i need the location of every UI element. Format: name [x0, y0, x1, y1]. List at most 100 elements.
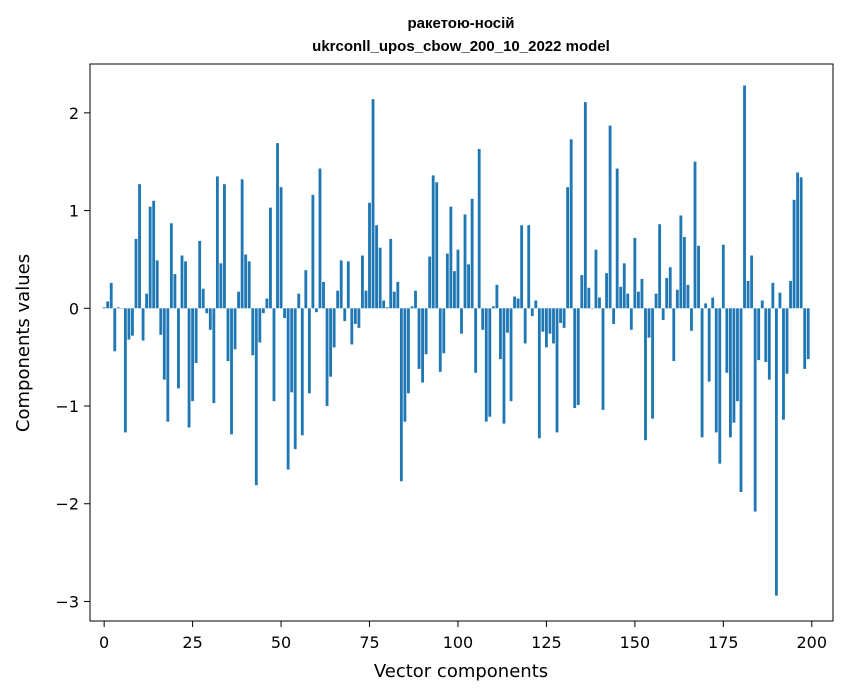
y-axis-label: Components values — [13, 254, 34, 432]
x-tick-label: 75 — [359, 633, 379, 652]
bar — [389, 238, 393, 309]
bar — [421, 308, 424, 383]
bar — [392, 291, 396, 309]
bar — [750, 255, 754, 309]
bar — [109, 282, 113, 309]
y-tick-label: 0 — [69, 299, 79, 318]
y-tick-label: 2 — [69, 104, 79, 123]
bar — [184, 261, 187, 309]
bar — [806, 308, 810, 360]
bar — [290, 308, 294, 393]
y-tick-label: −1 — [55, 397, 79, 416]
bar — [629, 308, 633, 330]
bar — [764, 308, 768, 363]
bar — [785, 308, 789, 374]
bar — [633, 237, 637, 309]
bar — [491, 306, 495, 309]
bar — [205, 308, 209, 314]
chart-title-line-1: ракетою-носій — [407, 15, 514, 32]
bar — [138, 184, 141, 309]
bar — [792, 199, 796, 309]
bar — [304, 270, 308, 309]
bar — [711, 297, 715, 309]
bar — [714, 308, 718, 433]
y-tick-label: −2 — [55, 495, 79, 514]
bar — [368, 202, 371, 309]
bar — [803, 308, 807, 369]
bar — [407, 308, 410, 394]
bar — [594, 249, 598, 309]
bar — [530, 308, 534, 317]
bar — [789, 280, 792, 309]
bar — [477, 149, 481, 309]
bar — [258, 308, 262, 343]
bar — [488, 308, 492, 417]
bar — [191, 308, 195, 402]
bar — [223, 184, 226, 309]
bar — [145, 293, 149, 309]
bar — [619, 286, 623, 309]
bar — [548, 308, 552, 334]
bar — [474, 308, 478, 373]
bar — [552, 308, 555, 344]
bar — [276, 143, 279, 309]
bar — [467, 264, 470, 309]
bar — [615, 168, 619, 309]
x-tick-label: 25 — [182, 633, 202, 652]
bar — [403, 308, 407, 422]
bar — [771, 282, 775, 309]
x-axis-label: Vector components — [374, 661, 548, 682]
bar — [177, 308, 180, 389]
bar — [644, 308, 647, 441]
bar — [626, 293, 630, 309]
bar — [520, 225, 524, 309]
bar — [414, 290, 417, 309]
bar — [682, 236, 686, 309]
bar — [382, 300, 386, 309]
bar — [329, 308, 333, 377]
bar — [152, 200, 156, 309]
bar — [541, 308, 545, 332]
bar — [506, 308, 509, 333]
bar — [721, 244, 725, 309]
bar — [361, 255, 364, 309]
bar — [201, 288, 205, 309]
bar — [212, 308, 216, 404]
bar — [658, 224, 662, 309]
bar — [732, 308, 736, 423]
bar — [208, 308, 212, 330]
bar — [307, 308, 311, 394]
x-tick-label: 50 — [271, 633, 291, 652]
bar — [693, 161, 697, 309]
bar — [297, 293, 301, 309]
bar — [672, 308, 676, 362]
bar — [484, 308, 488, 422]
bar — [718, 308, 722, 464]
bar — [601, 308, 605, 410]
bar — [350, 308, 354, 345]
bar — [226, 308, 230, 362]
bar — [665, 278, 669, 309]
bar — [608, 125, 612, 309]
bar — [148, 206, 152, 309]
bar — [799, 177, 803, 309]
bar — [463, 214, 467, 309]
bar — [470, 198, 474, 309]
bar — [545, 308, 548, 348]
bar — [562, 308, 566, 328]
bar — [396, 281, 400, 309]
bar — [237, 291, 241, 309]
bar — [198, 240, 202, 309]
bar — [332, 308, 336, 348]
bar — [442, 308, 446, 354]
bar — [399, 308, 403, 482]
bar — [513, 296, 516, 309]
bar — [566, 187, 570, 309]
bar — [647, 308, 651, 338]
bar — [516, 298, 520, 309]
bar — [576, 308, 580, 406]
bar — [378, 247, 382, 309]
bar — [527, 225, 531, 309]
bar — [428, 256, 432, 309]
